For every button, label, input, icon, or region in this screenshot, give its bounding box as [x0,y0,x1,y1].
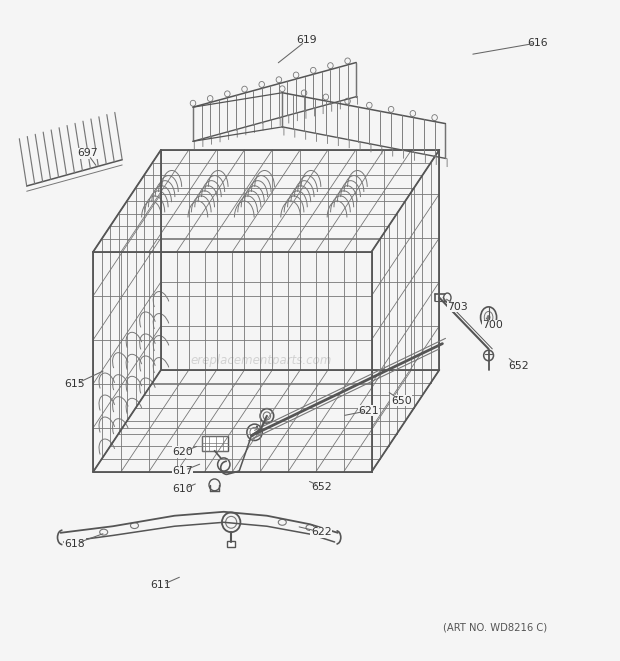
Text: (ART NO. WD8216 C): (ART NO. WD8216 C) [443,623,547,633]
Text: 697: 697 [77,148,97,158]
Text: 615: 615 [64,379,85,389]
Text: 650: 650 [391,396,412,406]
Text: 611: 611 [151,580,171,590]
Text: 618: 618 [64,539,85,549]
Text: 700: 700 [482,320,503,330]
Text: 620: 620 [172,447,193,457]
FancyBboxPatch shape [202,436,228,451]
Text: 610: 610 [172,485,193,494]
Text: 621: 621 [358,406,379,416]
Text: 616: 616 [528,38,548,48]
Text: ereplacementparts.com: ereplacementparts.com [190,354,332,367]
Text: 622: 622 [311,527,332,537]
Text: 652: 652 [508,361,528,371]
Ellipse shape [250,428,259,437]
Text: 617: 617 [172,466,193,476]
Ellipse shape [487,315,490,319]
Text: 619: 619 [296,35,317,45]
Text: 703: 703 [448,302,468,312]
Text: 652: 652 [311,482,332,492]
FancyBboxPatch shape [227,541,236,547]
